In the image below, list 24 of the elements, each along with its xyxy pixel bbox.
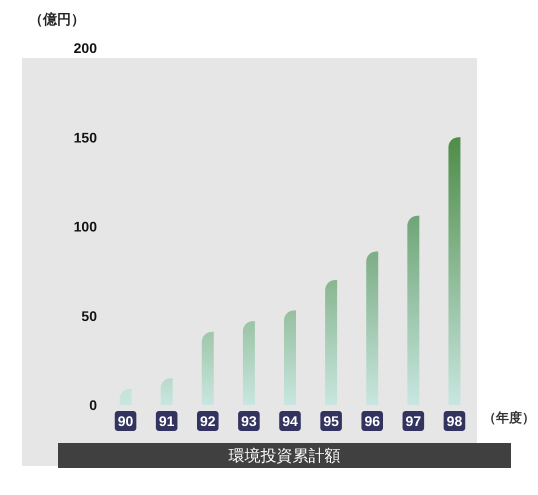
x-axis-title: （年度）: [483, 410, 535, 425]
x-tick-label: 91: [158, 413, 175, 429]
y-tick-label: 50: [81, 308, 98, 324]
y-axis-title: （億円）: [29, 11, 85, 27]
x-tick-label: 90: [118, 413, 134, 429]
x-tick-label: 92: [200, 413, 216, 429]
bar: [448, 137, 460, 405]
x-tick-label: 95: [323, 413, 340, 429]
x-tick-label: 97: [406, 413, 422, 429]
x-tick-label: 94: [282, 413, 298, 429]
x-tick-label: 96: [364, 413, 380, 429]
bar: [242, 321, 255, 405]
y-tick-label: 150: [74, 129, 98, 146]
y-tick-label: 0: [89, 397, 98, 413]
bar: [202, 332, 214, 405]
bar: [407, 216, 420, 405]
y-tick-label: 200: [74, 40, 98, 56]
x-tick-label: 93: [241, 413, 257, 429]
bar: [325, 280, 338, 405]
x-tick-label: 98: [446, 413, 462, 429]
bar: [366, 251, 378, 405]
y-tick-label: 100: [74, 218, 98, 234]
text: 環境投資累計額: [58, 443, 511, 468]
bar: [284, 310, 296, 405]
